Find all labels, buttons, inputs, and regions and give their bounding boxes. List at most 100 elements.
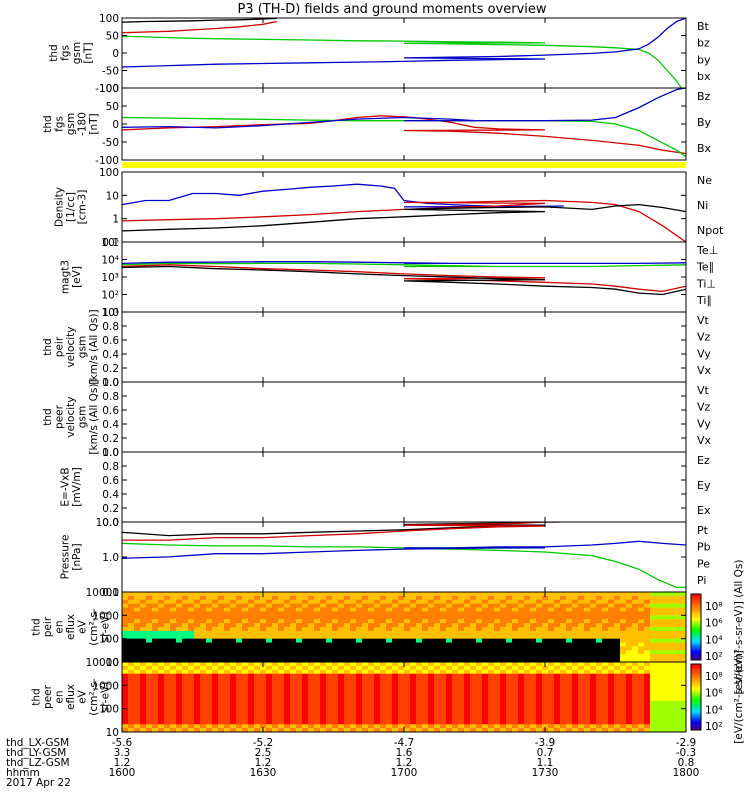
spectrogram-cell [230, 627, 237, 632]
spectrogram-cell [650, 700, 657, 706]
spectrogram-cell [458, 669, 465, 675]
spectrogram-cell [416, 615, 423, 620]
spectrogram-cell [470, 708, 477, 714]
spectrogram-cell [536, 681, 543, 686]
spectrogram-cell [134, 681, 141, 686]
spectrogram-cell [590, 607, 597, 612]
spectrogram-cell [194, 685, 201, 690]
spectrogram-cell [122, 658, 129, 663]
spectrogram-cell [596, 615, 603, 620]
spectrogram-cell [290, 712, 297, 717]
spectrogram-cell [182, 658, 189, 663]
footer-value: 1730 [532, 767, 559, 779]
spectrogram-cell [506, 650, 513, 655]
spectrogram-cell [512, 619, 519, 624]
spectrogram-cell [146, 627, 153, 632]
spectrogram-cell [242, 607, 249, 612]
spectrogram-cell [248, 623, 255, 628]
spectrogram-cell [170, 681, 177, 686]
spectrogram-cell [122, 712, 129, 717]
spectrogram-cell [542, 623, 549, 628]
spectrogram-cell [128, 712, 135, 717]
spectrogram-cell [662, 665, 669, 671]
spectrogram-cell [446, 615, 453, 620]
spectrogram-cell [422, 642, 429, 647]
spectrogram-cell [446, 716, 453, 721]
spectrogram-cell [608, 662, 615, 667]
spectrogram-cell [254, 592, 261, 597]
spectrogram-cell [650, 646, 657, 651]
spectrogram-cell [182, 623, 189, 628]
spectrogram-cell [422, 615, 429, 620]
spectrogram-cell [176, 611, 183, 616]
y-tick-label: 10000 [86, 657, 119, 669]
spectrogram-cell [332, 697, 339, 702]
spectrogram-cell [446, 681, 453, 686]
spectrogram-cell [140, 599, 147, 605]
spectrogram-cell [140, 627, 147, 632]
spectrogram-cell [608, 623, 615, 628]
legend-entry: Vx [697, 364, 712, 377]
spectrogram-cell [362, 689, 369, 694]
spectrogram-cell [392, 689, 399, 694]
spectrogram-cell [674, 708, 681, 714]
spectrogram-cell [218, 630, 225, 636]
spectrogram-cell [206, 689, 213, 694]
spectrogram-cell [122, 662, 129, 667]
spectrogram-cell [242, 665, 249, 671]
spectrogram-cell [542, 603, 549, 609]
spectrogram-cell [266, 619, 273, 624]
spectrogram-cell [410, 673, 417, 679]
y-axis-label: thd fgs gsm [nT] [48, 42, 95, 64]
spectrogram-cell [260, 603, 267, 609]
spectrogram-cell [290, 724, 297, 729]
spectrogram-cell [200, 607, 207, 612]
spectrogram-cell [362, 693, 369, 698]
spectrogram-cell [530, 728, 537, 733]
spectrogram-cell [410, 599, 417, 605]
spectrogram-cell [230, 700, 237, 706]
spectrogram-cell [440, 638, 447, 644]
spectrogram-cell [308, 658, 315, 663]
spectrogram-cell [590, 704, 597, 710]
spectrogram-cell [524, 634, 531, 640]
spectrogram-cell [560, 592, 567, 597]
colorbar-label: [eV/(cm²-s-sr-eV)] (All Qs) [733, 560, 745, 695]
spectrogram-cell [518, 689, 525, 694]
spectrogram-cell [512, 681, 519, 686]
spectrogram-cell [374, 728, 381, 733]
footer-row-label: hhmm [6, 767, 40, 779]
spectrogram-cell [536, 627, 543, 632]
spectrogram-cell [548, 638, 555, 644]
spectrogram-cell [344, 607, 351, 612]
spectrogram-cell [638, 634, 645, 640]
spectrogram-cell [188, 650, 195, 655]
spectrogram-cell [266, 700, 273, 706]
spectrogram-cell [128, 704, 135, 710]
spectrogram-cell [386, 685, 393, 690]
spectrogram-cell [164, 623, 171, 628]
spectrogram-cell [608, 607, 615, 612]
spectrogram-cell [368, 689, 375, 694]
spectrogram-cell [452, 662, 459, 667]
spectrogram-cell [584, 615, 591, 620]
spectrogram-cell [188, 662, 195, 667]
spectrogram-cell [254, 627, 261, 632]
spectrogram-cell [224, 650, 231, 655]
spectrogram-cell [170, 724, 177, 729]
spectrogram-cell [392, 592, 399, 597]
spectrogram-cell [470, 658, 477, 663]
spectrogram-cell [578, 658, 585, 663]
spectrogram-cell [500, 662, 507, 667]
spectrogram-cell [506, 654, 513, 659]
spectrogram-cell [440, 662, 447, 667]
spectrogram-cell [488, 697, 495, 702]
spectrogram-cell [410, 627, 417, 632]
spectrogram-cell [602, 619, 609, 624]
spectrogram-cell [122, 693, 129, 698]
spectrogram-cell [554, 728, 561, 733]
spectrogram-cell [416, 712, 423, 717]
spectrogram-cell [164, 669, 171, 675]
spectrogram-cell [212, 712, 219, 717]
